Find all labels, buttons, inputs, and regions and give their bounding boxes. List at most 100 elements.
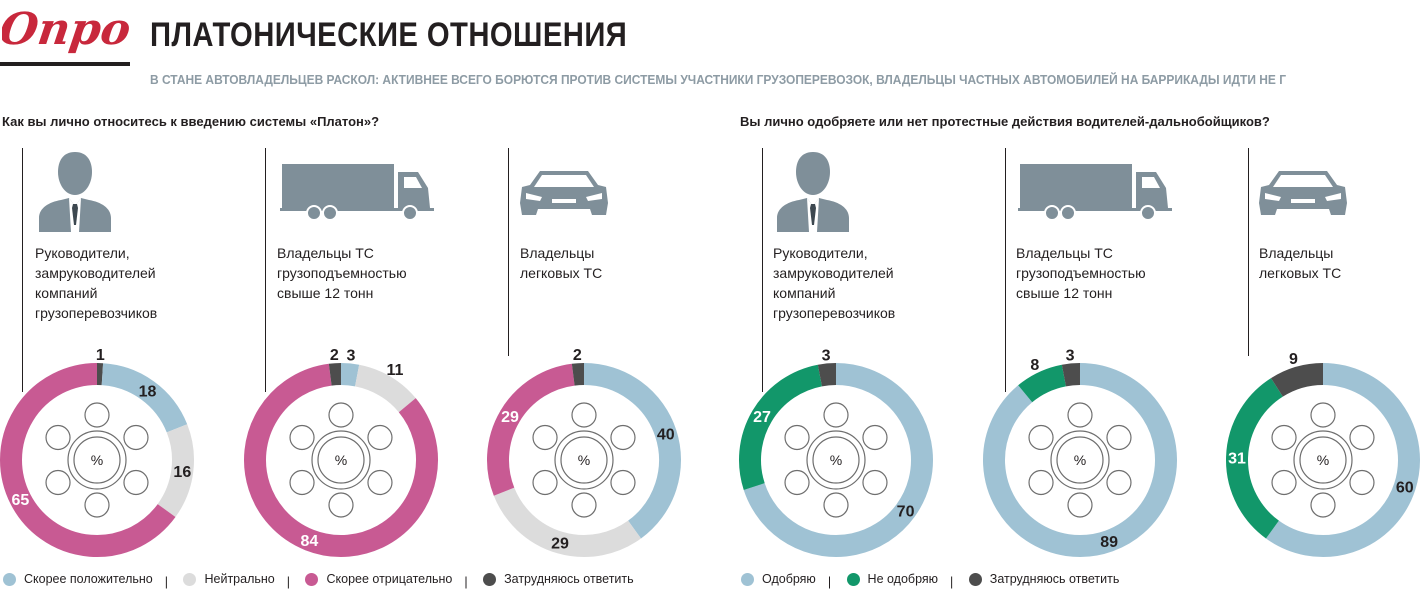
wheel-bolt-icon (863, 426, 887, 450)
page-subtitle: В СТАНЕ АВТОВЛАДЕЛЬЦЕВ РАСКОЛ: АКТИВНЕЕ … (150, 72, 1290, 87)
wheel-bolt-icon (533, 471, 557, 495)
car-icon (1257, 165, 1349, 217)
wheel-bolt-icon (368, 471, 392, 495)
wheel-bolt-icon (824, 493, 848, 517)
wheel-bolt-icon (85, 493, 109, 517)
wheel-bolt-icon (290, 426, 314, 450)
donut-slice (573, 374, 584, 375)
opros-logo: Опрос (2, 0, 130, 56)
center-percent-label: % (91, 452, 103, 468)
wheel-bolt-icon (1029, 471, 1053, 495)
slice-value-label: 65 (11, 492, 29, 509)
car-icon (518, 165, 610, 217)
slice-value-label: 27 (753, 409, 771, 426)
slice-value-label: 3 (1066, 347, 1075, 364)
svg-text:Опрос: Опрос (2, 3, 130, 55)
slice-value-label: 3 (347, 347, 356, 364)
legend-item: Затрудняюсь ответить (483, 572, 634, 586)
wheel-bolt-icon (1029, 426, 1053, 450)
wheel-bolt-icon (1311, 403, 1335, 427)
slice-value-label: 2 (573, 347, 582, 364)
divider-line (508, 148, 509, 356)
wheel-bolt-icon (46, 426, 70, 450)
legend-item: Скорее отрицательно (305, 572, 452, 586)
page-title: ПЛАТОНИЧЕСКИЕ ОТНОШЕНИЯ (150, 16, 627, 55)
legend-item: Не одобряю (847, 572, 939, 586)
donut-slice (1277, 374, 1323, 387)
legend-item: Нейтрально (183, 572, 274, 586)
wheel-bolt-icon (1350, 426, 1374, 450)
wheel-bolt-icon (611, 426, 635, 450)
center-percent-label: % (830, 452, 842, 468)
center-percent-label: % (1317, 452, 1329, 468)
truck-icon (280, 160, 436, 220)
wheel-bolt-icon (124, 426, 148, 450)
wheel-bolt-icon (1272, 426, 1296, 450)
question-protest: Вы лично одобряете или нет протестные де… (740, 114, 1270, 129)
wheel-bolt-icon (329, 403, 353, 427)
slice-value-label: 29 (551, 536, 569, 553)
businessman-icon (775, 150, 851, 232)
wheel-bolt-icon (1107, 471, 1131, 495)
donut-slice (498, 375, 573, 492)
center-percent-label: % (335, 452, 347, 468)
businessman-icon (37, 150, 113, 232)
wheel-bolt-icon (290, 471, 314, 495)
wheel-bolt-icon (611, 471, 635, 495)
legend-item: Затрудняюсь ответить (969, 572, 1120, 586)
donut-slice (1064, 374, 1080, 376)
wheel-bolt-icon (368, 426, 392, 450)
wheel-bolt-icon (1068, 403, 1092, 427)
donut-slice (341, 374, 357, 376)
wheel-bolt-icon (785, 426, 809, 450)
slice-value-label: 8 (1030, 357, 1039, 374)
donut-slice (357, 376, 407, 406)
slice-value-label: 31 (1228, 450, 1246, 467)
wheel-bolt-icon (785, 471, 809, 495)
wheel-bolt-icon (329, 493, 353, 517)
slice-value-label: 18 (139, 383, 157, 400)
wheel-bolt-icon (124, 471, 148, 495)
wheel-bolt-icon (1107, 426, 1131, 450)
donut-slice (102, 374, 177, 428)
center-percent-label: % (578, 452, 590, 468)
wheel-bolt-icon (1068, 493, 1092, 517)
wheel-bolt-icon (46, 471, 70, 495)
wheel-bolt-icon (824, 403, 848, 427)
wheel-bolt-icon (1311, 493, 1335, 517)
donut-slice (330, 374, 341, 375)
logo-underline (0, 62, 130, 66)
donut-slice (504, 492, 635, 546)
legend-platon: Скорее положительно| Нейтрально| Скорее … (3, 572, 646, 590)
legend-item: Одобряю (741, 572, 816, 586)
wheel-bolt-icon (1272, 471, 1296, 495)
wheel-bolt-icon (533, 426, 557, 450)
donut-slice (1025, 376, 1064, 394)
wheel-bolt-icon (863, 471, 887, 495)
slice-value-label: 84 (300, 533, 318, 550)
slice-value-label: 40 (657, 426, 675, 443)
legend-item: Скорее положительно (3, 572, 153, 586)
question-platon: Как вы лично относитесь к введению систе… (2, 114, 379, 129)
slice-value-label: 70 (897, 504, 915, 521)
divider-line (1248, 148, 1249, 356)
donut-slice (1272, 374, 1409, 546)
wheel-bolt-icon (1350, 471, 1374, 495)
donut-slice (584, 374, 670, 530)
wheel-bolt-icon (85, 403, 109, 427)
donut-slice (820, 374, 836, 376)
wheel-bolt-icon (572, 403, 596, 427)
slice-value-label: 16 (173, 464, 191, 481)
